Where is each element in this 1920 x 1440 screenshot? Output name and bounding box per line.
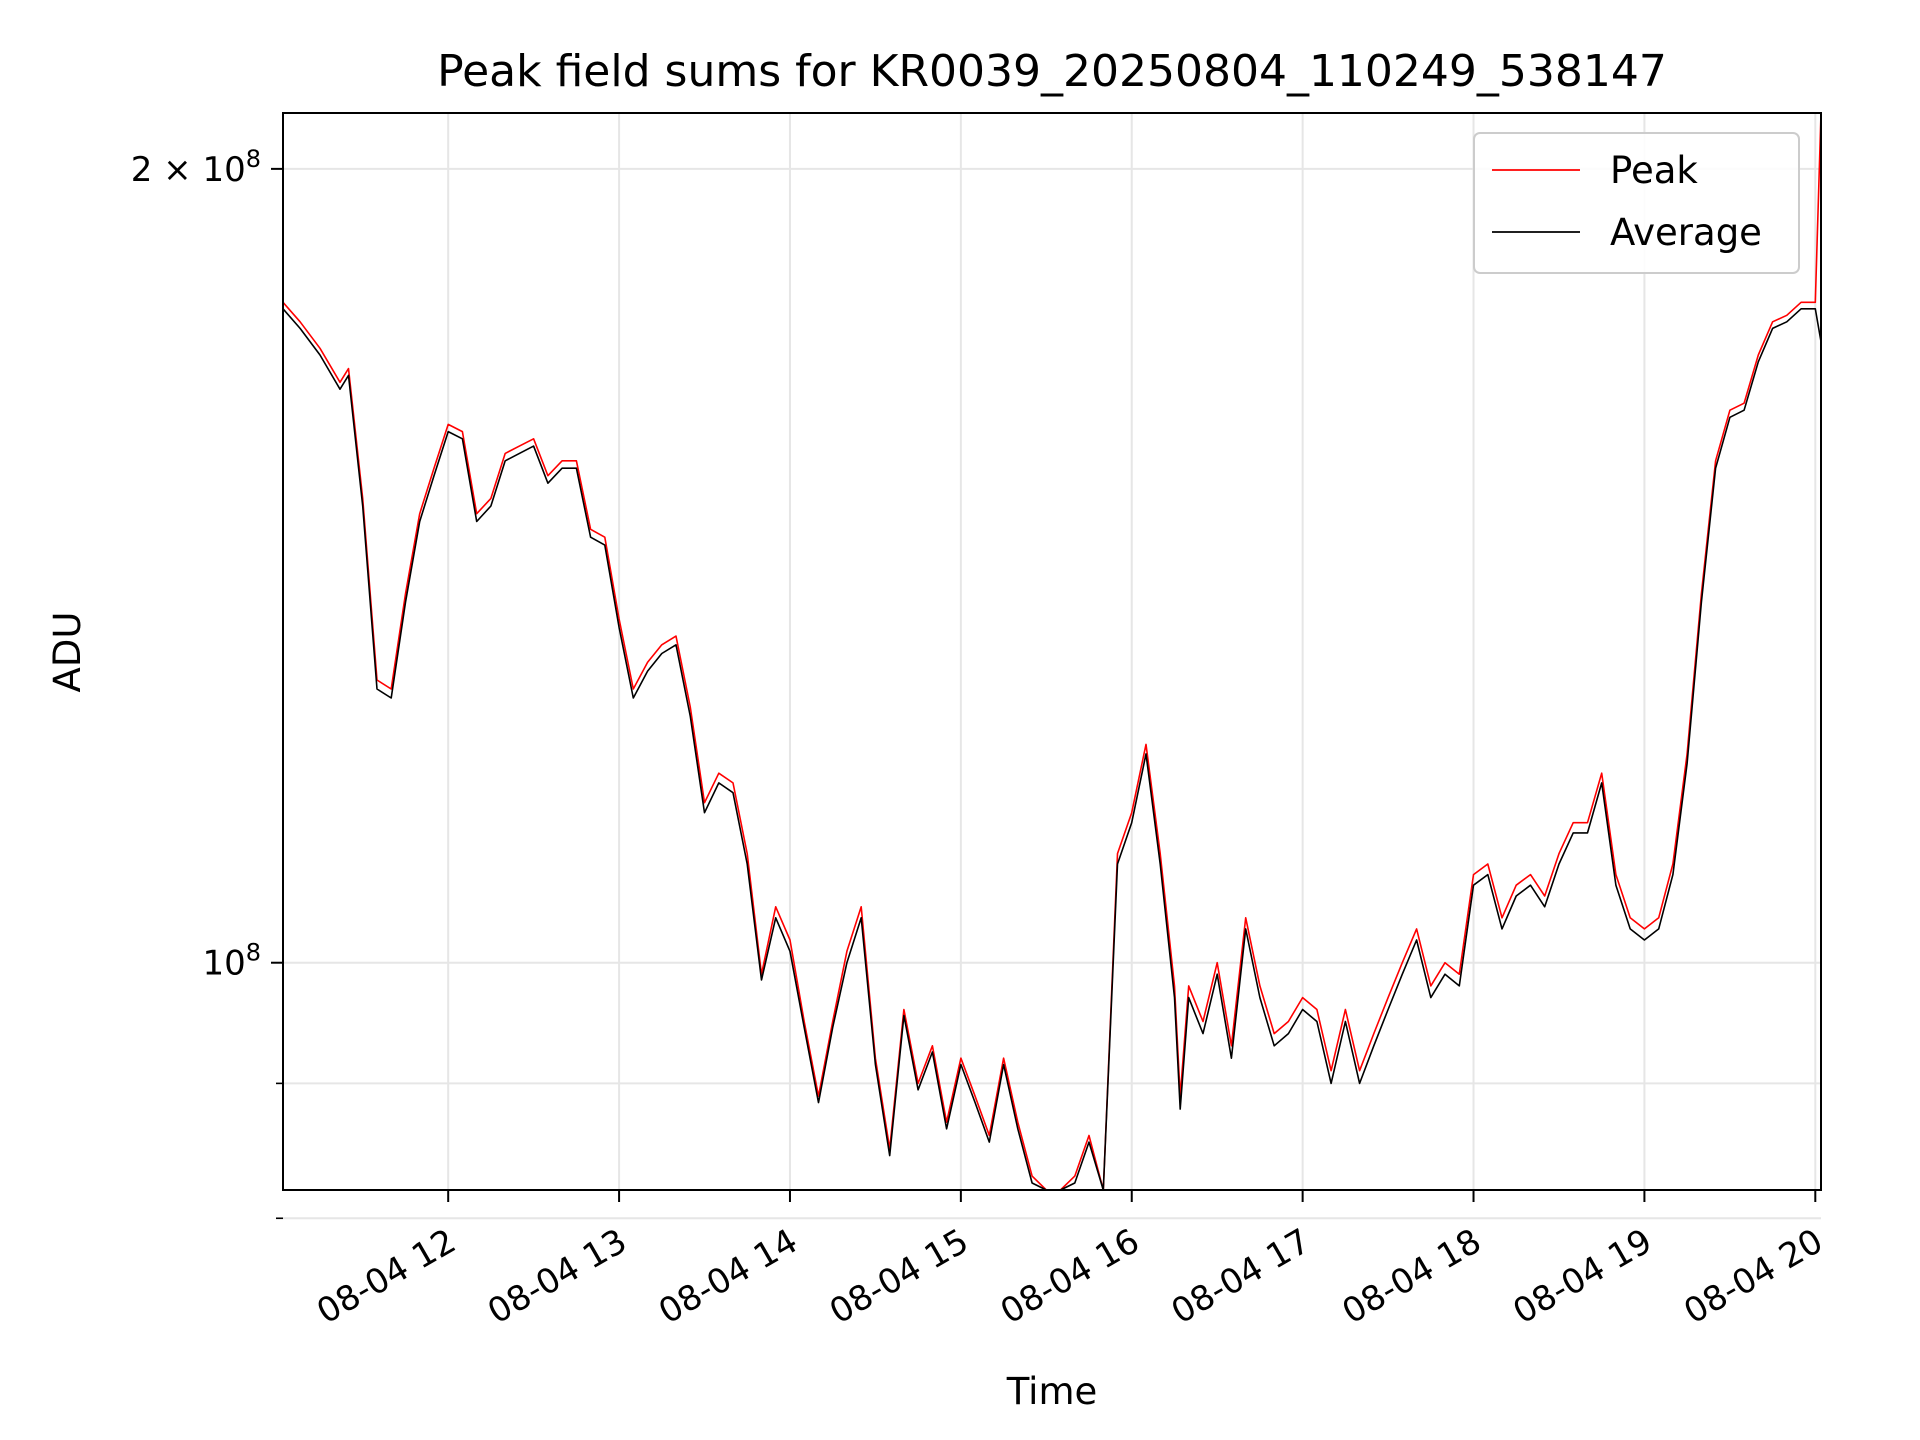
plot-area-frame (282, 112, 1822, 1191)
series-line-average (282, 308, 1822, 1191)
y-axis-label: ADU (46, 612, 89, 693)
series-line-peak (282, 112, 1822, 1191)
y-axis-ticks: 108 2 × 108 (131, 145, 283, 1220)
legend-label-average: Average (1610, 211, 1762, 254)
y-tick-label: 2 × 108 (131, 145, 261, 190)
chart-title: Peak field sums for KR0039_20250804_1102… (437, 46, 1667, 97)
x-axis-label: Time (1006, 1370, 1098, 1413)
legend-box (1473, 132, 1800, 274)
legend: Peak Average (1473, 132, 1800, 274)
legend-label-peak: Peak (1610, 149, 1698, 192)
y-tick-label: 108 (202, 939, 261, 984)
series-lines (282, 112, 1822, 1191)
